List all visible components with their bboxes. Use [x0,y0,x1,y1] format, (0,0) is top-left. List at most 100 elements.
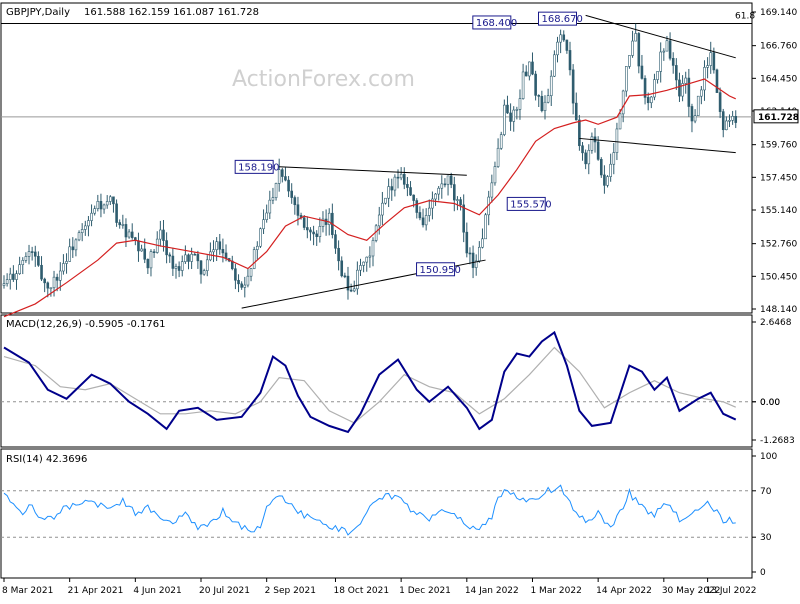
candle-body [540,96,544,111]
candle-body [731,116,734,121]
candle-body [302,217,306,228]
candle-body [277,169,281,184]
candle-body [109,196,112,202]
candle-body [377,214,381,227]
candle-body [43,278,46,284]
candle-body [296,204,300,216]
candle-body [337,247,340,262]
candle-body [578,119,581,147]
candle-body [87,220,90,227]
candle-body [553,54,556,77]
candle-body [471,252,475,268]
candle-body [690,106,694,122]
candle-body [709,52,713,66]
candle-body [37,255,40,266]
candle-body [665,40,669,52]
candle-body [521,71,525,99]
candle-body [453,184,456,201]
candle-body [346,275,350,291]
price-axis-label: 152.760 [760,240,797,250]
candle-body [271,197,275,201]
x-axis-label: 1 Dec 2021 [399,586,451,596]
candle-body [246,275,250,286]
candle-body [12,273,15,280]
candle-body [162,229,165,241]
price-panel-frame [0,2,753,314]
candle-body [193,253,197,256]
price-axis-label: 155.140 [760,206,797,216]
macd-signal-line [3,346,736,424]
candle-body [512,109,516,122]
candle-body [684,77,688,84]
candle-body [65,261,68,264]
candle-body [202,270,206,275]
candle-body [565,39,569,51]
candle-body [662,50,666,53]
candle-body [687,77,691,107]
current-price-tag: 161.728 [758,113,799,123]
candle-body [499,134,503,149]
ohlc-values: 161.588 162.159 161.087 161.728 [84,7,259,18]
candle-body [52,276,56,289]
x-axis-label: 1 Mar 2022 [530,586,581,596]
candle-body [143,248,147,260]
candle-body [112,196,115,205]
candle-body [659,51,662,72]
candle-body [224,252,228,259]
candle-body [334,234,337,249]
label-168-400: 168.400 [472,15,517,30]
candle-body [559,34,562,43]
candle-body [518,98,522,110]
macd-label: MACD(12,26,9) -0.5905 -0.1761 [6,319,166,330]
candle-body [284,176,287,181]
candle-body [443,183,447,186]
candle-body [177,266,181,271]
macd-axis-label: 2.6468 [760,318,792,328]
candle-body [465,231,469,254]
candle-body [58,270,62,281]
label-158-190-box [234,159,274,174]
candle-body [381,202,384,216]
label-150-950: 150.950 [416,262,461,277]
candle-body [265,212,268,220]
candle-body [384,197,387,204]
candle-body [609,163,612,177]
candle-body [700,89,703,97]
candle-body [159,229,162,240]
macd-main-line [3,330,737,434]
candle-body [306,227,309,231]
candle-body [715,69,719,93]
candle-body [531,61,534,75]
label-158-190: 158.190 [234,159,280,174]
candle-body [571,69,575,104]
candle-body [712,52,716,71]
candle-body [68,246,71,262]
candle-body [190,253,193,262]
candle-body [446,175,450,185]
candle-body [196,254,200,262]
candle-body [184,254,187,262]
price-axis-label: 157.450 [760,173,797,183]
candle-body [409,187,412,196]
moving-average-line [3,78,736,318]
candle-body [356,269,359,290]
candle-body [493,166,497,184]
candle-body [237,279,240,285]
macd-axis-label: -1.2683 [760,436,795,446]
candle-body [396,176,400,179]
candle-body [46,282,50,289]
candle-body [681,83,684,97]
candle-body [696,95,700,116]
price-axis-label: 150.450 [760,272,797,282]
label-168-670: 168.670 [538,11,583,26]
candle-body [427,207,431,216]
candle-body [281,169,284,177]
macd-axis-label: 0.00 [760,398,780,408]
macd-panel-frame [0,314,753,448]
candle-body [596,141,600,160]
label-168-670-box [538,11,577,26]
rsi-label: RSI(14) 42.3696 [6,454,87,465]
label-150-950-text: 150.950 [420,265,461,276]
price-header: GBPJPY,Daily 161.588 162.159 161.087 161… [6,7,259,18]
